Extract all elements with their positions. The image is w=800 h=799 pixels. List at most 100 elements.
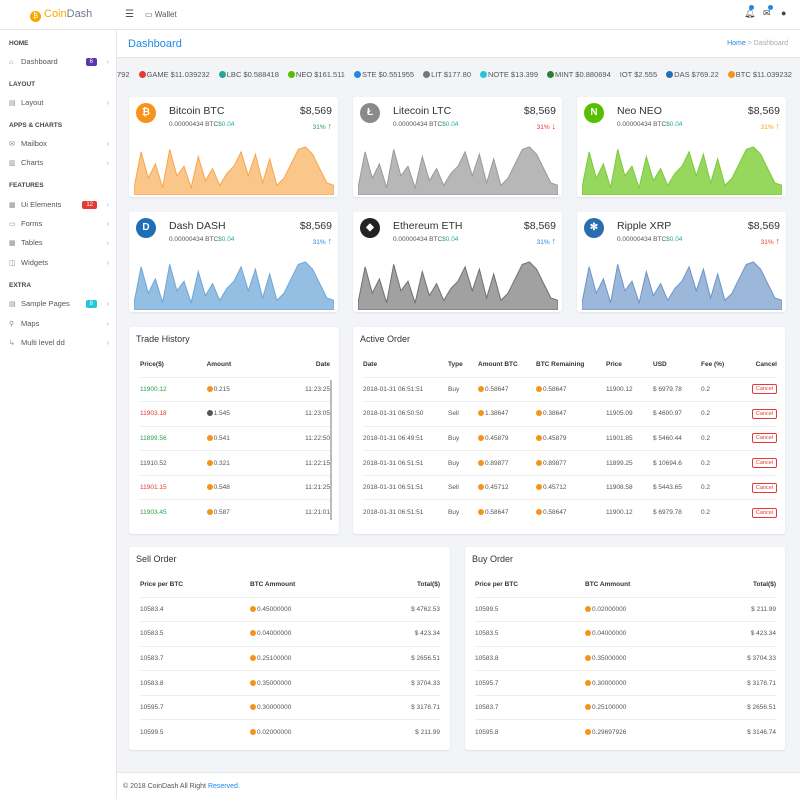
user-icon[interactable]: ●	[781, 8, 787, 18]
coin-name: Ripple XRP	[617, 220, 672, 232]
notification-bell-icon[interactable]: 🔔︎	[744, 5, 755, 19]
table-row[interactable]: 10595.7 0.30000000 $ 3178.71	[475, 670, 776, 696]
sparkline-area	[134, 146, 334, 195]
sidebar-item-tables[interactable]: ▦ Tables ›	[9, 237, 111, 249]
table-row[interactable]: 10595.8 0.29697926 $ 3146.74	[475, 719, 776, 745]
sell-amount: 0.04000000	[250, 621, 366, 647]
trade-history-title: Trade History	[136, 334, 190, 344]
price-ticker: 792 GAME $11.039232 LBC $0.588418 NEO $161.…	[117, 70, 800, 84]
sidebar-item-layout[interactable]: ▤ Layout ›	[9, 97, 111, 109]
ticker-text: NOTE $13.399	[488, 70, 539, 79]
coin-price: $8,569	[747, 220, 780, 232]
coin-amount: 0.00000434 BTC$0.04	[393, 121, 458, 128]
sparkline-chart	[134, 261, 334, 310]
layout-icon: ▤	[9, 100, 16, 107]
coin-card[interactable]: ✻ Ripple XRP 0.00000434 BTC$0.04 $8,569 31% …	[577, 212, 786, 312]
coin-card[interactable]: ₿ Bitcoin BTC 0.00000434 BTC$0.04 $8,569 31%…	[129, 97, 338, 197]
sidebar-item-multi-level[interactable]: ↳ Multi level dd ›	[9, 337, 111, 349]
table-row[interactable]: 10599.5 0.02000000 $ 211.99	[140, 719, 440, 745]
coin-card[interactable]: D Dash DASH 0.00000434 BTC$0.04 $8,569 31% ↑	[129, 212, 338, 312]
cell-value: 2018-01-31 06:49:51	[363, 434, 424, 442]
active-order-cell: 0.2	[701, 499, 747, 525]
coin-icon	[547, 71, 555, 78]
sidebar-item-maps[interactable]: ⚲ Maps ›	[9, 318, 111, 330]
table-row[interactable]: 2018-01-31 06:51:51 Sell 0.45712 0.45712 119…	[363, 474, 777, 500]
table-row[interactable]: 10599.5 0.02000000 $ 211.99	[475, 596, 776, 622]
sample-pages-badge: 8	[85, 300, 97, 308]
trade-amount-value: 0.548	[213, 484, 230, 492]
active-order-cell: 1.38647	[478, 401, 536, 427]
sidebar-item-dashboard[interactable]: ⌂ Dashboard 6 ›	[9, 56, 111, 68]
table-row[interactable]: 2018-01-31 06:51:51 Buy 0.89877 0.89877 1189…	[363, 450, 777, 476]
table-row[interactable]: 11900.12 0.215 11:23:25	[140, 376, 330, 402]
table-row[interactable]: 10583.5 0.04000000 $ 423.34	[140, 621, 440, 647]
active-order-cell: 0.2	[701, 450, 747, 476]
column-header: USD	[653, 361, 667, 369]
sidebar-item-sample-pages[interactable]: ▤ Sample Pages 8 ›	[9, 298, 111, 310]
sell-price: 10595.7	[140, 694, 250, 720]
ticker-text: LBC $0.588418	[226, 70, 279, 79]
sidebar-item-ui-elements[interactable]: ▦ Ui Elements 12 ›	[9, 199, 111, 211]
sidebar-item-forms[interactable]: ▭ Forms ›	[9, 218, 111, 230]
amount-value: 0.35000000	[257, 679, 292, 687]
active-order-cell: 0.45712	[536, 474, 606, 500]
breadcrumb-home[interactable]: Home	[727, 40, 746, 47]
coin-amount-value: 0.00000434 BTC	[169, 121, 219, 128]
table-row[interactable]: 10583.5 0.04000000 $ 423.34	[475, 621, 776, 647]
logo[interactable]: ₿ CoinDash	[30, 8, 92, 22]
column-header: Cancel	[755, 361, 777, 369]
buy-amount: 0.04000000	[585, 621, 702, 647]
column-header: BTC Ammount	[250, 581, 296, 589]
coin-card[interactable]: N Neo NEO 0.00000434 BTC$0.04 $8,569 31% ↑	[577, 97, 786, 197]
coin-card[interactable]: ◆ Ethereum ETH 0.00000434 BTC$0.04 $8,569 31…	[353, 212, 562, 312]
table-row[interactable]: 2018-01-31 06:50:50 Sell 1.38647 0.38647 119…	[363, 401, 777, 427]
table-row[interactable]: 10595.7 0.30000000 $ 3178.71	[140, 694, 440, 720]
cancel-button[interactable]: Cancel	[751, 482, 777, 493]
breadcrumb-separator: >	[747, 40, 752, 47]
coin-icon	[536, 434, 542, 441]
sidebar-item-mailbox[interactable]: ✉ Mailbox ›	[9, 138, 111, 150]
cell-value: 0.2	[701, 459, 711, 467]
coin-btc-value: $0.04	[218, 236, 235, 243]
table-row[interactable]: 10583.7 0.25100000 $ 2656.51	[140, 645, 440, 671]
sidebar-item-charts[interactable]: ▥ Charts ›	[9, 157, 111, 169]
trade-amount-value: 0.321	[213, 459, 230, 467]
cell-value: $ 5460.44	[653, 434, 682, 442]
reserved-link[interactable]: Reserved.	[207, 783, 240, 790]
active-order-cell: 2018-01-31 06:51:51	[363, 450, 448, 476]
sparkline-chart	[582, 146, 782, 195]
table-row[interactable]: 11903.45 0.587 11:21:01	[140, 499, 330, 525]
table-row[interactable]: 11899.56 0.541 11:22:50	[140, 425, 330, 451]
table-row[interactable]: 10583.4 0.45000000 $ 4762.53	[140, 596, 440, 622]
trade-amount-value: 0.215	[213, 385, 230, 393]
table-row[interactable]: 11910.52 0.321 11:22:15	[140, 450, 330, 476]
menu-toggle-icon[interactable]: ☰	[125, 9, 134, 20]
table-row[interactable]: 11903.18 1.545 11:23:05	[140, 401, 330, 427]
ticker-item: STE $0.551955	[353, 70, 414, 79]
table-row[interactable]: 10583.8 0.35000000 $ 3704.33	[475, 645, 776, 671]
wallet-link[interactable]: ▭ Wallet	[145, 10, 177, 19]
sample-pages-icon: ▤	[9, 301, 16, 308]
cancel-button[interactable]: Cancel	[751, 433, 777, 444]
cancel-button[interactable]: Cancel	[751, 408, 777, 419]
table-row[interactable]: 2018-01-31 06:51:51 Buy 0.58647 0.58647 1190…	[363, 376, 777, 402]
active-order-cell: 0.45879	[478, 425, 536, 451]
sidebar-item-widgets[interactable]: ◫ Widgets ›	[9, 257, 111, 269]
coin-name: Dash DASH	[169, 220, 226, 232]
table-row[interactable]: 11901.15 0.548 11:21:25	[140, 474, 330, 500]
table-row[interactable]: 10583.8 0.35000000 $ 3704.33	[140, 670, 440, 696]
table-row[interactable]: 2018-01-31 06:51:51 Buy 0.58647 0.58647 1190…	[363, 499, 777, 525]
sidebar-item-label: Tables	[21, 238, 43, 247]
cancel-button[interactable]: Cancel	[751, 384, 777, 395]
coin-change: 31% ↑	[761, 236, 780, 246]
column-header: Fee (%)	[701, 361, 725, 369]
cancel-button[interactable]: Cancel	[751, 507, 777, 518]
cancel-button[interactable]: Cancel	[751, 458, 777, 469]
scrollbar[interactable]	[330, 380, 332, 520]
coin-card[interactable]: Ł Litecoin LTC 0.00000434 BTC$0.04 $8,569 31…	[353, 97, 562, 197]
coin-icon	[287, 71, 295, 78]
table-row[interactable]: 10583.7 0.25100000 $ 2656.51	[475, 694, 776, 720]
active-order-cell: 0.89877	[478, 450, 536, 476]
table-row[interactable]: 2018-01-31 06:49:51 Buy 0.45879 0.45879 1190…	[363, 425, 777, 451]
mail-icon[interactable]: ✉	[763, 5, 773, 19]
